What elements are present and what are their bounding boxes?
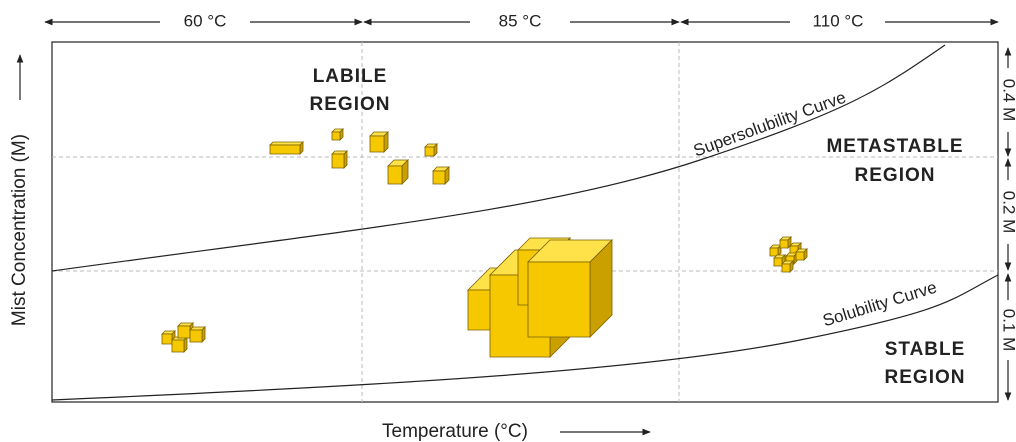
crystal-face xyxy=(384,132,388,152)
region-label: LABILE xyxy=(313,66,388,87)
crystal-face xyxy=(370,136,384,152)
crystal-face xyxy=(433,171,445,184)
crystal-face xyxy=(774,258,782,266)
crystal-face xyxy=(388,166,402,184)
crystal-face xyxy=(332,132,340,140)
curve-label: Supersolubility Curve xyxy=(691,88,848,161)
y-axis-label: Mist Concentration (M) xyxy=(9,134,30,326)
x-axis-label: Temperature (°C) xyxy=(382,421,528,442)
crystal-face xyxy=(270,142,303,145)
crystal-face xyxy=(780,240,788,248)
temperature-label: 60 °C xyxy=(184,11,227,30)
region-label: METASTABLE xyxy=(826,136,963,157)
crystal-face xyxy=(178,326,190,338)
crystal-face xyxy=(782,264,790,272)
supersolubility-curve xyxy=(52,45,945,271)
crystal-face xyxy=(332,154,344,168)
crystal-face xyxy=(190,330,202,342)
region-label: REGION xyxy=(885,367,966,388)
diagram: 60 °C 85 °C 110 °C 0.4 M 0.2 M 0.1 M Mis… xyxy=(0,0,1016,442)
temperature-label: 110 °C xyxy=(813,11,864,30)
region-label: REGION xyxy=(855,165,936,186)
concentration-label: 0.4 M xyxy=(1000,79,1016,122)
crystal-face xyxy=(202,327,205,342)
crystal-face xyxy=(162,334,172,344)
crystal-face xyxy=(796,252,804,260)
temperature-label: 85 °C xyxy=(499,11,542,30)
crystal-face xyxy=(344,151,347,168)
crystal-face xyxy=(172,340,184,352)
crystal-face xyxy=(425,147,434,156)
region-label: REGION xyxy=(310,94,391,115)
region-label: STABLE xyxy=(885,339,966,360)
crystal-face xyxy=(528,262,590,337)
concentration-label: 0.2 M xyxy=(1000,191,1016,234)
crystal-face xyxy=(270,145,300,154)
concentration-label: 0.1 M xyxy=(1000,309,1016,352)
crystal-face xyxy=(184,337,187,352)
